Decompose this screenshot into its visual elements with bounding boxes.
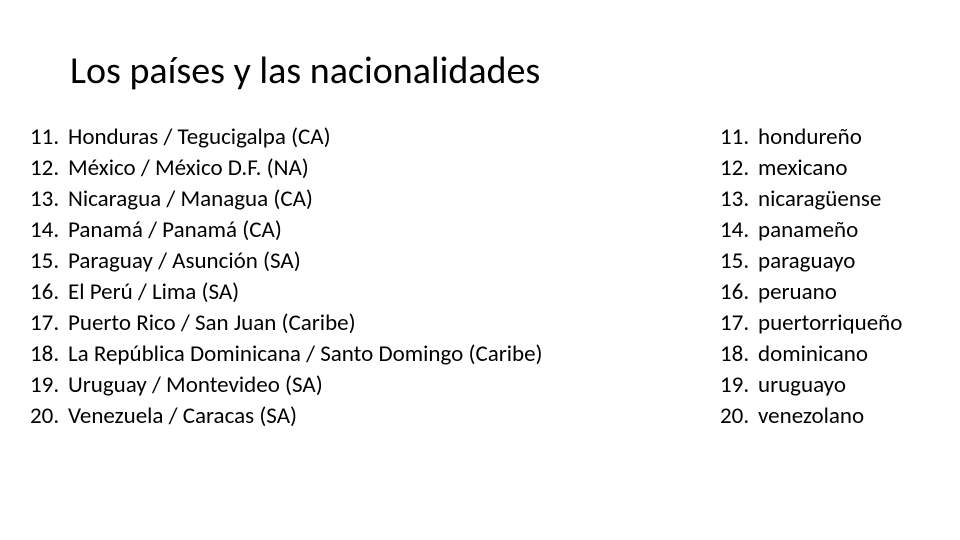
list-number: 19. — [720, 370, 758, 401]
list-item: 19. Uruguay / Montevideo (SA) — [30, 370, 720, 401]
list-item: 12. México / México D.F. (NA) — [30, 153, 720, 184]
list-item: 11. hondureño — [720, 122, 930, 153]
countries-column: 11. Honduras / Tegucigalpa (CA) 12. Méxi… — [30, 122, 720, 432]
list-text: paraguayo — [758, 246, 855, 277]
list-item: 16. El Perú / Lima (SA) — [30, 277, 720, 308]
list-number: 13. — [30, 184, 68, 215]
list-number: 14. — [720, 215, 758, 246]
list-number: 12. — [30, 153, 68, 184]
list-number: 15. — [30, 246, 68, 277]
list-item: 19. uruguayo — [720, 370, 930, 401]
list-text: Honduras / Tegucigalpa (CA) — [68, 122, 331, 153]
list-text: dominicano — [758, 339, 868, 370]
list-number: 20. — [30, 401, 68, 432]
nationalities-column: 11. hondureño 12. mexicano 13. nicaragüe… — [720, 122, 930, 432]
list-text: panameño — [758, 215, 858, 246]
list-number: 20. — [720, 401, 758, 432]
list-text: La República Dominicana / Santo Domingo … — [68, 339, 543, 370]
list-text: Puerto Rico / San Juan (Caribe) — [68, 308, 356, 339]
list-item: 20. venezolano — [720, 401, 930, 432]
list-number: 14. — [30, 215, 68, 246]
list-item: 17. Puerto Rico / San Juan (Caribe) — [30, 308, 720, 339]
list-text: puertorriqueño — [758, 308, 902, 339]
list-item: 17. puertorriqueño — [720, 308, 930, 339]
list-number: 16. — [720, 277, 758, 308]
list-item: 20. Venezuela / Caracas (SA) — [30, 401, 720, 432]
list-text: uruguayo — [758, 370, 846, 401]
list-number: 19. — [30, 370, 68, 401]
list-item: 14. panameño — [720, 215, 930, 246]
list-text: peruano — [758, 277, 837, 308]
list-text: Venezuela / Caracas (SA) — [68, 401, 297, 432]
list-number: 17. — [720, 308, 758, 339]
list-item: 13. nicaragüense — [720, 184, 930, 215]
list-item: 16. peruano — [720, 277, 930, 308]
list-text: mexicano — [758, 153, 847, 184]
list-item: 12. mexicano — [720, 153, 930, 184]
list-text: Uruguay / Montevideo (SA) — [68, 370, 323, 401]
list-item: 15. Paraguay / Asunción (SA) — [30, 246, 720, 277]
list-number: 18. — [30, 339, 68, 370]
list-number: 12. — [720, 153, 758, 184]
list-item: 14. Panamá / Panamá (CA) — [30, 215, 720, 246]
list-number: 17. — [30, 308, 68, 339]
list-item: 13. Nicaragua / Managua (CA) — [30, 184, 720, 215]
list-text: El Perú / Lima (SA) — [68, 277, 239, 308]
list-item: 18. dominicano — [720, 339, 930, 370]
list-item: 18. La República Dominicana / Santo Domi… — [30, 339, 720, 370]
list-text: Nicaragua / Managua (CA) — [68, 184, 313, 215]
list-text: Paraguay / Asunción (SA) — [68, 246, 301, 277]
content-area: 11. Honduras / Tegucigalpa (CA) 12. Méxi… — [30, 122, 930, 432]
list-text: nicaragüense — [758, 184, 881, 215]
list-text: Panamá / Panamá (CA) — [68, 215, 282, 246]
list-number: 11. — [720, 122, 758, 153]
list-text: hondureño — [758, 122, 862, 153]
list-number: 13. — [720, 184, 758, 215]
list-number: 11. — [30, 122, 68, 153]
list-number: 16. — [30, 277, 68, 308]
list-text: México / México D.F. (NA) — [68, 153, 309, 184]
list-item: 15. paraguayo — [720, 246, 930, 277]
slide-title: Los países y las nacionalidades — [70, 48, 930, 94]
list-text: venezolano — [758, 401, 864, 432]
list-number: 15. — [720, 246, 758, 277]
list-item: 11. Honduras / Tegucigalpa (CA) — [30, 122, 720, 153]
list-number: 18. — [720, 339, 758, 370]
